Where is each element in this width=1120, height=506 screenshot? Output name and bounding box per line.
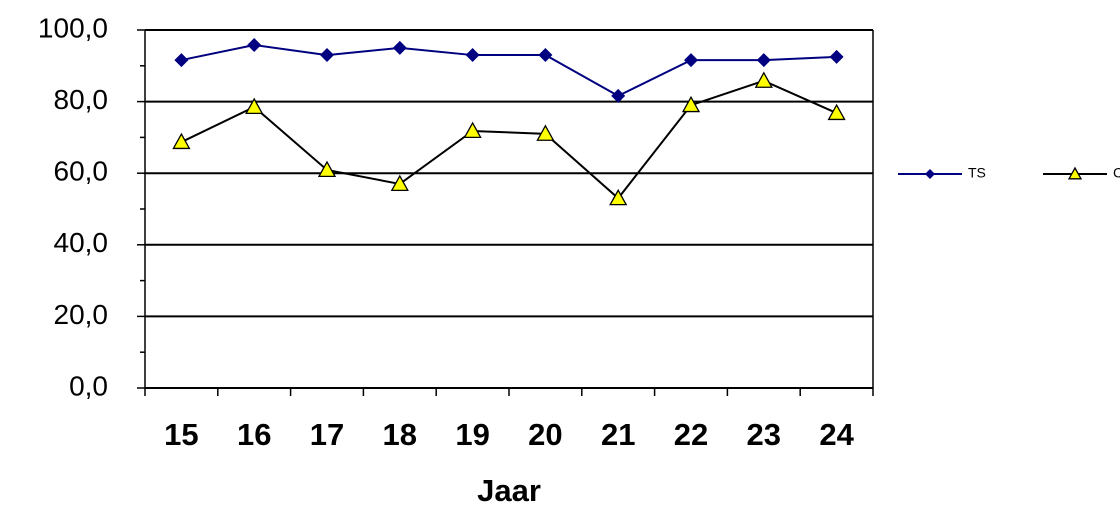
legend-label: TS [968,165,986,181]
y-tick-label: 80,0 [54,84,109,115]
y-tick-label: 100,0 [38,12,108,43]
x-tick-label: 19 [455,417,489,452]
point [465,48,480,63]
x-tick-label: 23 [747,417,781,452]
point [172,132,191,150]
y-tick-label: 0,0 [69,370,108,401]
point [317,160,337,178]
point [320,48,334,63]
point [463,121,482,139]
point [174,53,189,68]
point [611,88,626,103]
point [536,124,555,141]
point [925,169,935,179]
point [245,97,264,115]
point [609,188,628,206]
point [390,174,409,191]
point [538,48,553,63]
point [1067,166,1083,180]
x-tick-label: 18 [383,417,417,452]
series-line [181,44,837,98]
point [247,38,262,53]
point [827,103,846,121]
point [754,71,773,88]
x-tick-label: 17 [310,417,344,452]
x-tick-label: 24 [819,417,854,452]
x-tick-label: 22 [674,417,708,452]
series-line [180,79,838,200]
y-tick-label: 40,0 [54,227,109,258]
x-tick-label: 21 [601,417,635,452]
point [684,53,698,68]
point [681,95,701,113]
x-tick-label: 15 [164,417,198,452]
point [756,53,771,68]
point [392,40,407,55]
legend-label: CD [1113,165,1120,181]
y-tick-label: 60,0 [54,156,109,187]
x-tick-label: 16 [237,417,271,452]
point [829,49,844,64]
y-tick-label: 20,0 [54,299,109,330]
x-axis-label: Jaar [477,473,541,506]
x-tick-label: 20 [528,417,562,452]
